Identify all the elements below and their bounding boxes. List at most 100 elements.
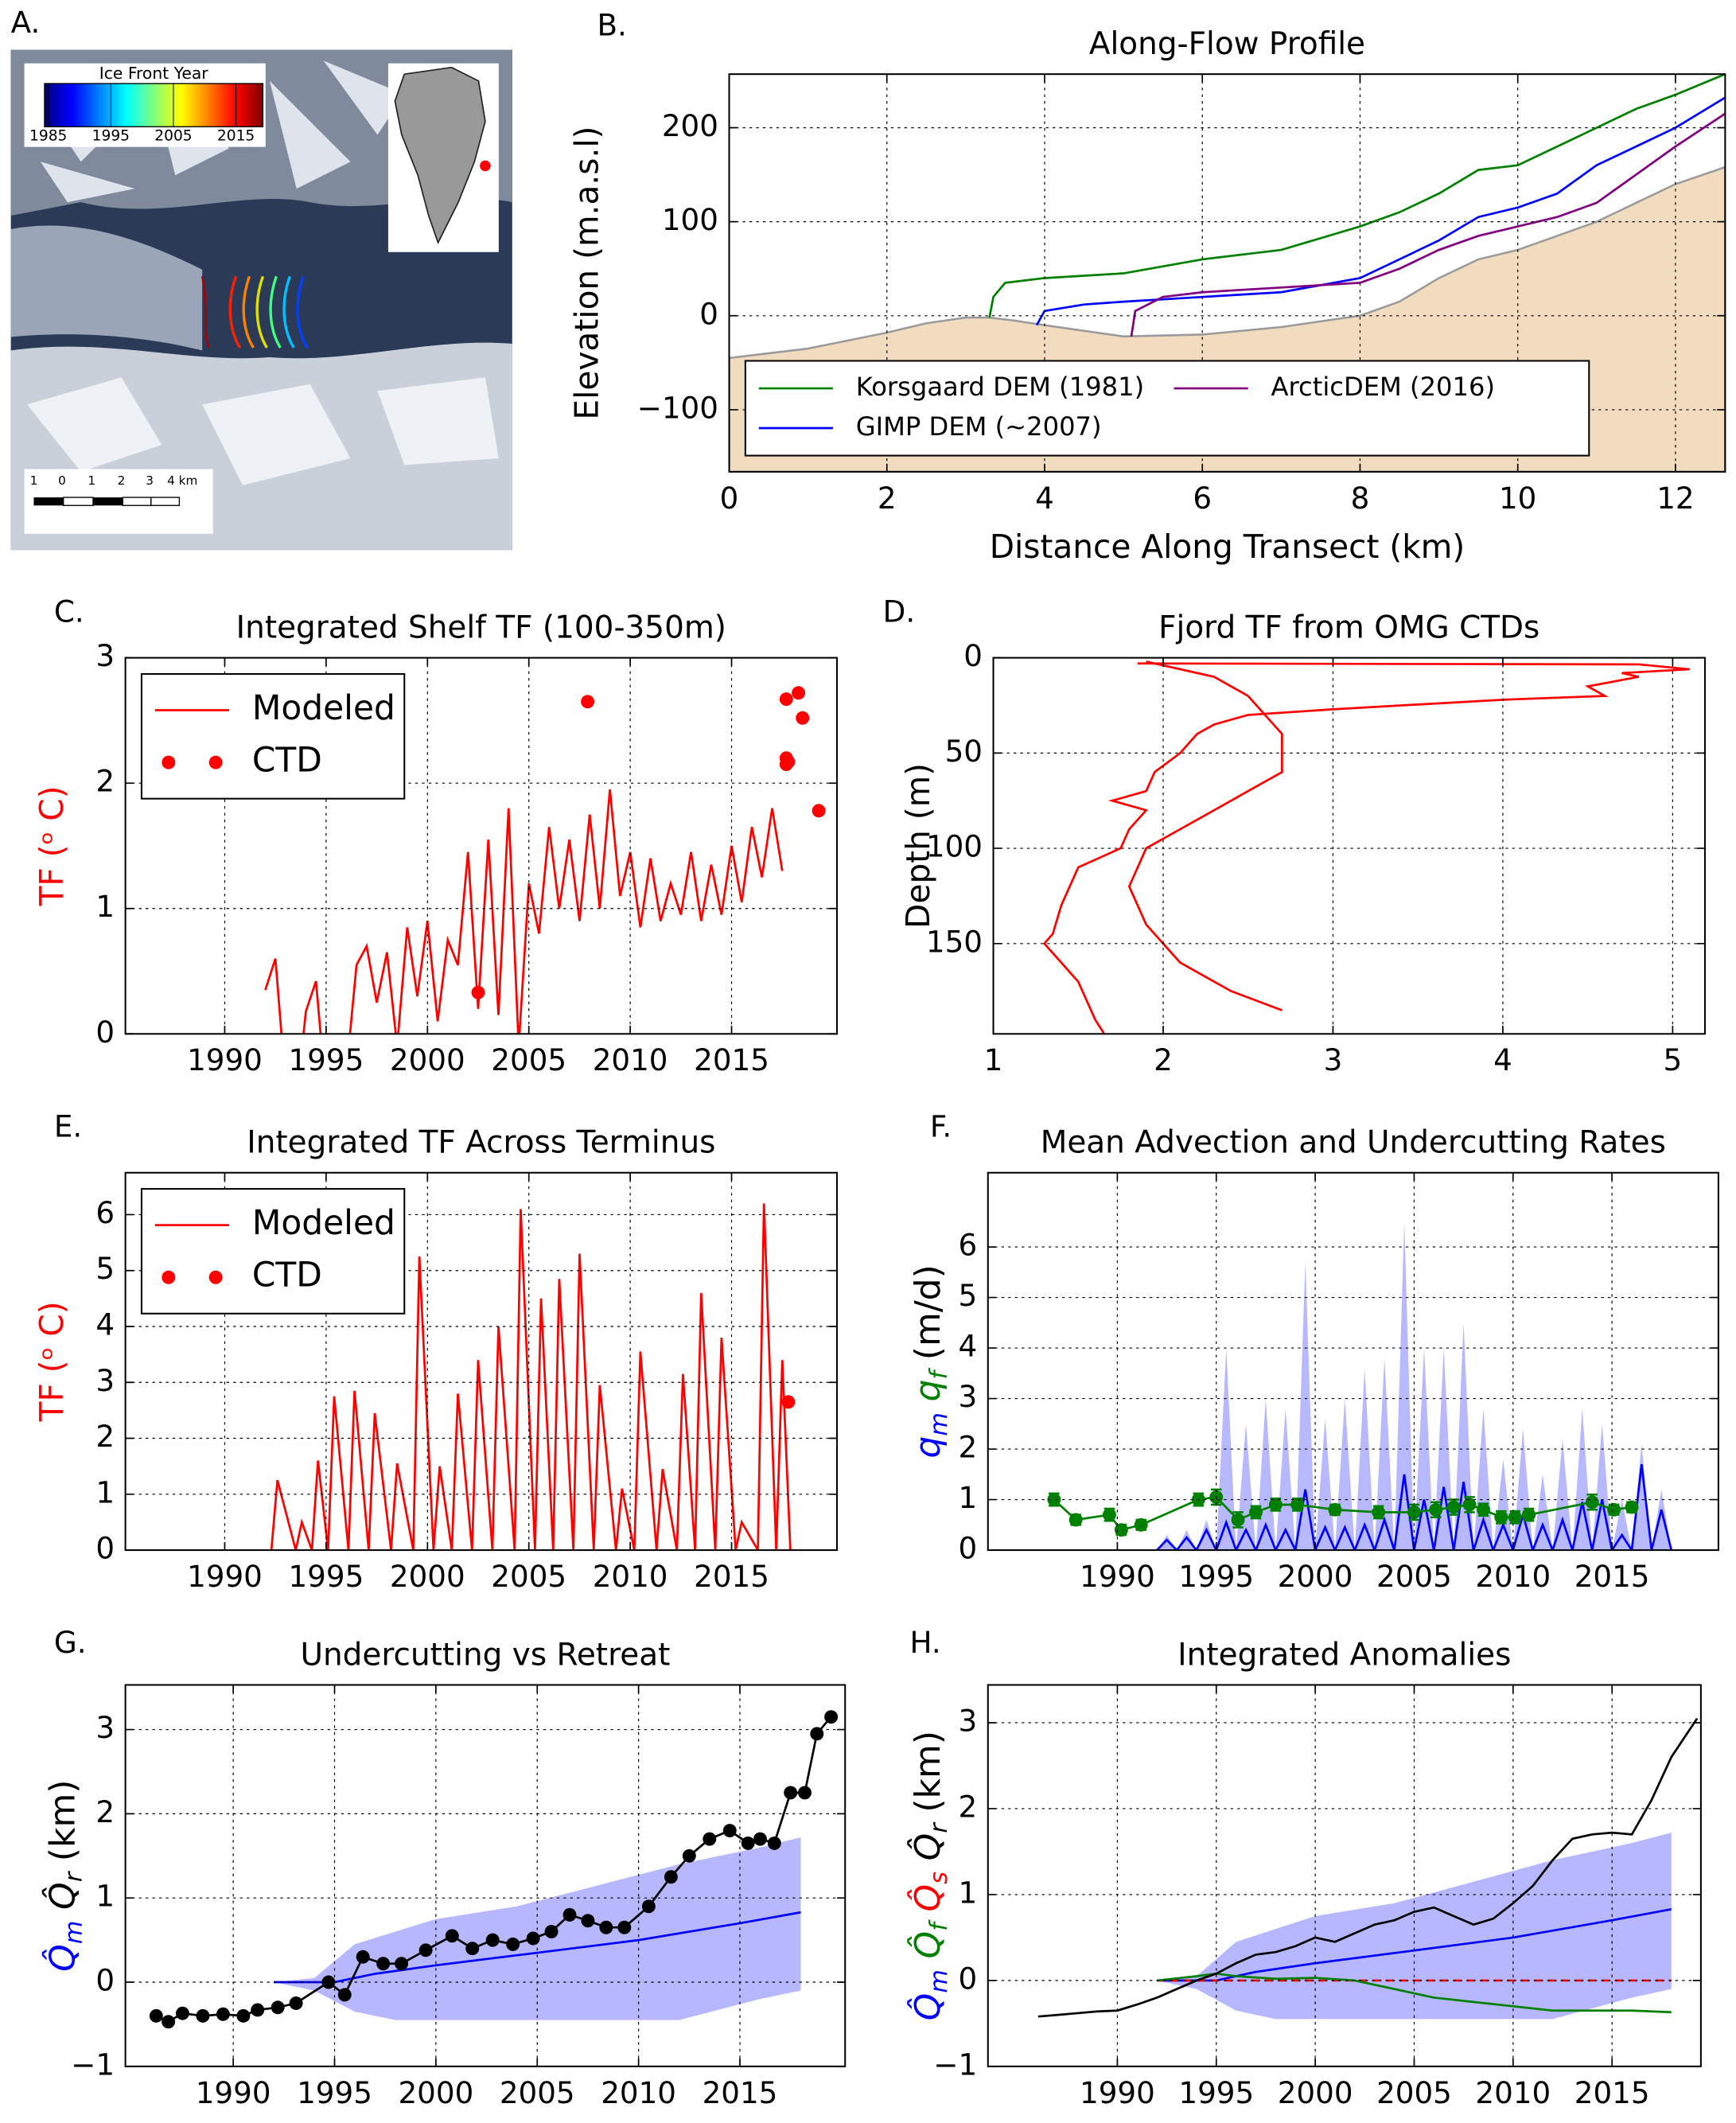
x-tick-label: 2: [878, 481, 897, 516]
x-tick-label: 4: [1493, 1042, 1512, 1077]
colorbar-tick-label: 2015: [217, 128, 255, 145]
y-label-subscript: m: [60, 1921, 88, 1945]
line: [1042, 662, 1690, 1034]
y-tick-label: 0: [95, 1963, 115, 1998]
legend-marker: [208, 755, 223, 769]
marker: [271, 2000, 285, 2015]
x-tick-label: 1995: [297, 2075, 372, 2110]
scale-bar-label: 4 km: [167, 473, 197, 488]
marker: [1494, 1510, 1508, 1525]
plot-area: [987, 1172, 1718, 1551]
x-tick-label: 2005: [491, 1042, 566, 1077]
scale-bar-label: 1: [30, 473, 38, 488]
panel-label: A.: [11, 5, 41, 40]
marker: [779, 692, 793, 707]
marker: [824, 1710, 839, 1724]
y-tick-label: 3: [95, 1363, 115, 1398]
legend-label: Modeled: [252, 688, 395, 727]
chart-title: Mean Advection and Undercutting Rates: [1041, 1125, 1666, 1161]
marker: [796, 711, 810, 725]
x-tick-label: 0: [720, 481, 739, 516]
legend-marker: [162, 1270, 176, 1284]
x-tick-label: 2015: [1574, 1559, 1650, 1594]
marker: [812, 804, 826, 818]
marker: [395, 1957, 409, 1971]
x-tick-label: 2015: [694, 1559, 769, 1594]
legend-frame: [140, 1188, 406, 1315]
line: [1035, 96, 1726, 326]
y-label-subscript: s: [924, 1872, 952, 1884]
marker: [741, 1836, 755, 1850]
x-tick-label: 2010: [593, 1042, 668, 1077]
line: [274, 1911, 801, 1984]
y-axis-label: Q̂mQ̂fQ̂sQ̂r(km): [906, 1731, 952, 2021]
y-label-part: q: [908, 1379, 948, 1401]
y-label-part: Q̂: [906, 1833, 948, 1861]
marker: [562, 1907, 577, 1922]
line: [1157, 1908, 1672, 1982]
marker: [526, 1931, 540, 1946]
marker: [251, 2003, 265, 2017]
axes-frame: [124, 1684, 847, 2067]
y-label-part: Q̂: [41, 1944, 83, 1972]
chart-title: Integrated TF Across Terminus: [247, 1125, 715, 1161]
x-tick-label: 2015: [703, 2075, 778, 2110]
marker: [1585, 1495, 1599, 1509]
y-tick-label: 1: [95, 1879, 115, 1914]
marker: [1462, 1498, 1477, 1512]
marker: [784, 1786, 798, 1800]
panel-label: E.: [54, 1108, 82, 1143]
marker: [445, 1929, 459, 1943]
x-tick-label: 6: [1193, 481, 1212, 516]
marker: [544, 1925, 559, 1939]
marker: [1290, 1498, 1305, 1512]
panel-label: G.: [54, 1625, 87, 1660]
marker: [599, 1920, 613, 1934]
x-tick-label: 10: [1499, 481, 1536, 516]
marker: [1102, 1508, 1116, 1522]
y-label-part: q: [908, 1436, 948, 1459]
marker: [216, 2007, 230, 2021]
y-axis-label: Depth (m): [899, 763, 937, 929]
x-tick-label: 1990: [196, 2075, 271, 2110]
axes-frame: [987, 1171, 1719, 1552]
x-tick-label: 2: [1154, 1042, 1173, 1077]
y-label-part: (km): [42, 1779, 83, 1861]
y-tick-label: 100: [926, 829, 983, 864]
line: [1156, 1464, 1673, 1551]
marker: [236, 2008, 251, 2023]
marker: [810, 1727, 824, 1741]
legend-marker: [162, 755, 176, 769]
x-tick-label: 2005: [491, 1559, 566, 1594]
x-tick-label: 2000: [390, 1042, 465, 1077]
y-tick-label: 100: [662, 202, 718, 237]
y-tick-label: 150: [926, 924, 983, 959]
marker: [1268, 1498, 1283, 1512]
area: [1157, 1221, 1672, 1551]
panel-label: D.: [883, 594, 916, 629]
marker: [703, 1832, 717, 1846]
y-tick-label: −1: [933, 2047, 977, 2082]
y-label-part: (m/d): [908, 1264, 948, 1360]
marker: [767, 1836, 781, 1850]
marker: [1249, 1505, 1263, 1519]
y-tick-label: 2: [95, 764, 115, 799]
x-tick-label: 1995: [1178, 1559, 1254, 1594]
marker: [682, 1848, 696, 1863]
y-axis-label: TF (ᵒ C): [33, 785, 71, 906]
marker: [337, 1988, 352, 2002]
y-tick-label: 5: [95, 1251, 115, 1286]
scale-bar-label: 1: [88, 473, 95, 488]
axes-frame: [124, 656, 839, 1035]
x-tick-label: 1990: [187, 1559, 263, 1594]
y-label-subscript: r: [924, 1821, 952, 1833]
x-tick-label: 12: [1656, 481, 1694, 516]
marker: [149, 2008, 163, 2023]
y-label-subscript: m: [924, 1412, 952, 1436]
y-tick-label: 6: [959, 1228, 978, 1263]
chart-title: Undercutting vs Retreat: [300, 1637, 670, 1673]
scale-bar-label: 3: [146, 473, 154, 488]
x-tick-label: 2005: [500, 2075, 575, 2110]
marker: [356, 1950, 370, 1964]
axes-frame: [987, 1684, 1702, 2067]
